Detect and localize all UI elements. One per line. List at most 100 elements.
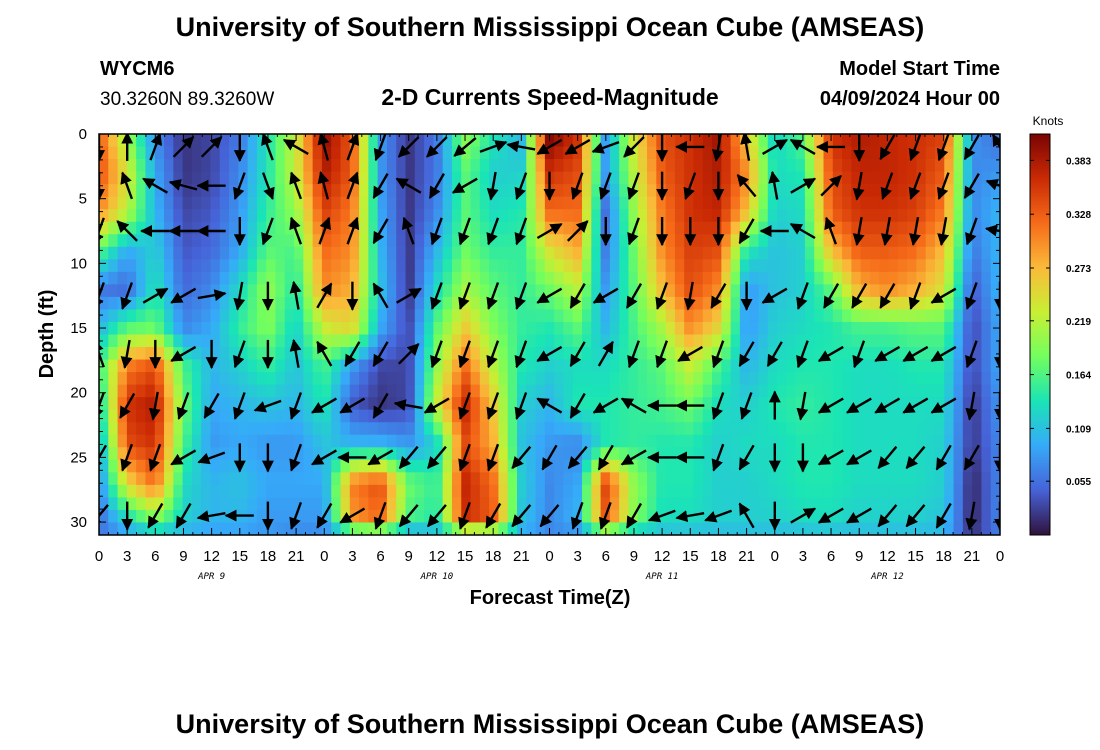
heatmap-cell bbox=[386, 409, 397, 423]
heatmap-cell bbox=[851, 472, 862, 486]
heatmap-cell bbox=[368, 159, 379, 173]
heatmap-cell bbox=[191, 359, 202, 373]
heatmap-cell bbox=[981, 409, 992, 423]
heatmap-cell bbox=[869, 284, 880, 298]
heatmap-cell bbox=[767, 196, 778, 210]
heatmap-cell bbox=[424, 372, 434, 386]
current-arrow bbox=[591, 140, 620, 154]
heatmap-cell bbox=[516, 134, 527, 148]
heatmap-cell bbox=[628, 409, 639, 423]
heatmap-cell bbox=[730, 397, 741, 411]
heatmap-cell bbox=[386, 459, 397, 473]
heatmap-cell bbox=[786, 472, 797, 486]
heatmap-cell bbox=[210, 459, 221, 473]
heatmap-cell bbox=[284, 359, 295, 373]
heatmap-cell bbox=[154, 372, 165, 386]
heatmap-cell bbox=[470, 359, 481, 373]
heatmap-cell bbox=[572, 234, 583, 248]
heatmap-cell bbox=[303, 422, 314, 436]
heatmap-cell bbox=[526, 359, 537, 373]
heatmap-cell bbox=[972, 209, 983, 223]
heatmap-cell bbox=[916, 321, 927, 336]
heatmap-cell bbox=[405, 497, 416, 511]
heatmap-cell bbox=[256, 196, 267, 210]
heatmap-cell bbox=[804, 372, 815, 386]
heatmap-cell bbox=[591, 234, 602, 248]
heatmap-cell bbox=[804, 271, 815, 285]
heatmap-cell bbox=[368, 309, 379, 323]
heatmap-cell bbox=[684, 196, 695, 210]
heatmap-cell bbox=[572, 271, 583, 285]
heatmap-cell bbox=[544, 246, 555, 260]
heatmap-cell bbox=[219, 171, 230, 185]
heatmap-cell bbox=[934, 409, 945, 423]
heatmap-cell bbox=[303, 221, 314, 235]
current-arrow bbox=[261, 134, 274, 161]
heatmap-cell bbox=[647, 234, 657, 248]
heatmap-cell bbox=[303, 359, 314, 373]
heatmap-cell bbox=[461, 372, 472, 386]
heatmap-cell bbox=[554, 509, 565, 524]
heatmap-cell bbox=[331, 447, 342, 461]
heatmap-cell bbox=[804, 484, 815, 499]
heatmap-cell bbox=[823, 196, 834, 210]
heatmap-cell bbox=[990, 159, 1000, 173]
heatmap-cell bbox=[442, 234, 453, 248]
heatmap-cell bbox=[489, 384, 500, 398]
heatmap-cell bbox=[897, 271, 908, 285]
heatmap-cell bbox=[712, 422, 722, 436]
heatmap-cell bbox=[860, 459, 871, 473]
heatmap-cell bbox=[962, 209, 973, 223]
heatmap-cell bbox=[359, 134, 369, 148]
heatmap-cell bbox=[470, 196, 481, 210]
colorbar-tick-label: 0.109 bbox=[1066, 424, 1091, 435]
heatmap-cell bbox=[619, 384, 630, 398]
current-arrow bbox=[458, 501, 471, 530]
heatmap-cell bbox=[470, 234, 481, 248]
heatmap-cell bbox=[656, 334, 667, 348]
heatmap-cell bbox=[869, 409, 880, 423]
heatmap-cell bbox=[656, 309, 667, 323]
heatmap-cell bbox=[275, 359, 286, 373]
heatmap-cell bbox=[916, 284, 927, 298]
heatmap-cell bbox=[442, 134, 453, 148]
heatmap-cell bbox=[331, 372, 342, 386]
heatmap-cell bbox=[934, 159, 945, 173]
current-arrow bbox=[569, 341, 586, 368]
heatmap-cell bbox=[99, 134, 109, 148]
x-tick-label: 0 bbox=[996, 548, 1004, 565]
heatmap-cell bbox=[674, 384, 685, 398]
heatmap-cell bbox=[256, 146, 267, 160]
heatmap-cell bbox=[712, 171, 722, 185]
heatmap-cell bbox=[368, 384, 379, 398]
heatmap-cell bbox=[944, 372, 955, 386]
heatmap-cell bbox=[823, 497, 834, 511]
heatmap-cell bbox=[702, 171, 713, 185]
heatmap-cell bbox=[619, 284, 630, 298]
heatmap-cell bbox=[201, 271, 212, 285]
heatmap-cell bbox=[897, 472, 908, 486]
heatmap-cell bbox=[210, 209, 221, 223]
heatmap-cell bbox=[693, 234, 704, 248]
heatmap-cell bbox=[303, 434, 314, 448]
heatmap-cell bbox=[749, 384, 760, 398]
x-tick-label: 0 bbox=[545, 548, 553, 565]
heatmap-cell bbox=[210, 347, 221, 361]
heatmap-cell bbox=[572, 196, 583, 210]
heatmap-cell bbox=[535, 359, 546, 373]
heatmap-cell bbox=[359, 509, 369, 524]
heatmap-cell bbox=[842, 296, 852, 311]
heatmap-cell bbox=[582, 522, 592, 535]
heatmap-cell bbox=[832, 284, 843, 298]
heatmap-cell bbox=[554, 159, 565, 173]
heatmap-cell bbox=[191, 271, 202, 285]
heatmap-cell bbox=[238, 134, 249, 148]
heatmap-cell bbox=[665, 134, 676, 148]
heatmap-cell bbox=[869, 271, 880, 285]
heatmap-cell bbox=[126, 459, 137, 473]
heatmap-cell bbox=[832, 134, 843, 148]
current-arrow bbox=[817, 397, 844, 414]
heatmap-cell bbox=[869, 246, 880, 260]
heatmap-cell bbox=[907, 209, 917, 223]
heatmap-cell bbox=[804, 447, 815, 461]
